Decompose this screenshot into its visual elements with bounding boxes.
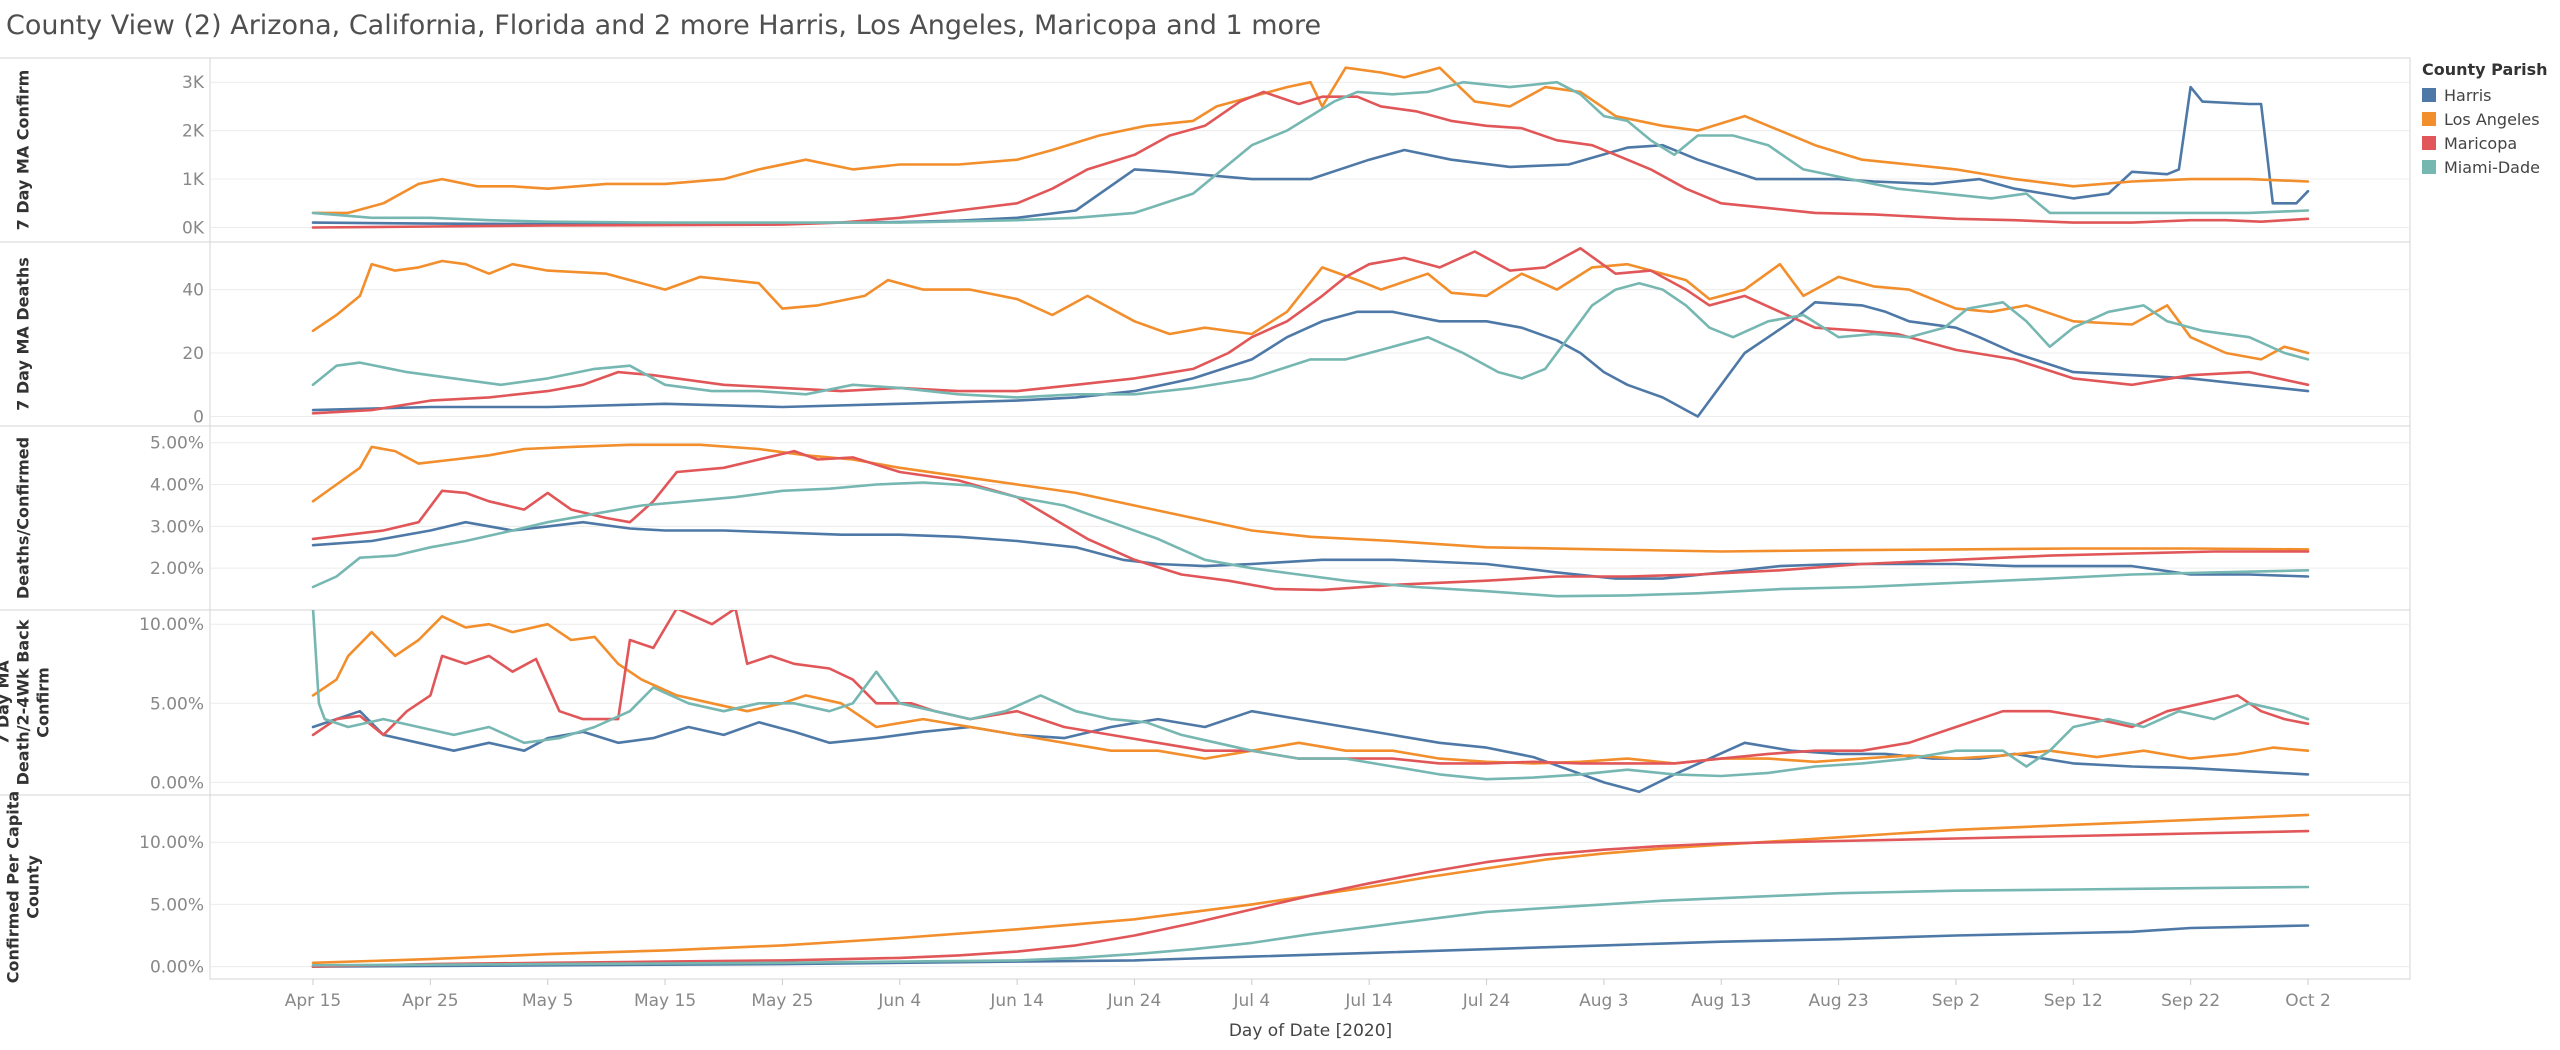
- series-line-maricopa[interactable]: [311, 608, 2310, 765]
- y-axis-title: 7 Day MA: [0, 660, 13, 745]
- panel-lines: [311, 247, 2310, 418]
- y-tick-label: 10.00%: [139, 615, 204, 635]
- x-tick-label: Sep 2: [1932, 991, 1980, 1011]
- legend-swatch: [2422, 88, 2436, 102]
- chart-border: [209, 57, 2411, 980]
- series-line-harris[interactable]: [311, 85, 2310, 226]
- x-tick-label: Jul 14: [1344, 991, 1393, 1011]
- legend-item-miami-dade[interactable]: Miami-Dade: [2422, 155, 2548, 179]
- y-tick-label: 1K: [182, 170, 205, 190]
- series-line-maricopa[interactable]: [311, 829, 2310, 968]
- legend-item-maricopa[interactable]: Maricopa: [2422, 131, 2548, 155]
- legend-label: Harris: [2444, 85, 2492, 105]
- series-line-maricopa[interactable]: [311, 90, 2310, 229]
- y-tick-label: 2.00%: [150, 559, 204, 579]
- x-tick-label: May 15: [634, 991, 696, 1011]
- y-tick-label: 3.00%: [150, 517, 204, 537]
- panel-lines: [311, 443, 2310, 598]
- legend-swatch: [2422, 136, 2436, 150]
- y-axis-title: 7 Day MA Confirm: [14, 70, 33, 231]
- y-axis-title: County: [24, 855, 43, 919]
- y-tick-label: 3K: [182, 73, 205, 93]
- x-tick-label: Sep 12: [2044, 991, 2103, 1011]
- legend-label: Maricopa: [2444, 133, 2518, 153]
- page-title: County View (2) Arizona, California, Flo…: [6, 10, 1322, 41]
- x-tick-label: Apr 15: [285, 991, 341, 1011]
- y-axis-title: Confirm: [34, 667, 53, 738]
- legend-item-los-angeles[interactable]: Los Angeles: [2422, 107, 2548, 131]
- series-line-maricopa[interactable]: [311, 247, 2310, 415]
- legend-swatch: [2422, 160, 2436, 174]
- series-line-harris[interactable]: [311, 924, 2310, 968]
- series-line-los-angeles[interactable]: [311, 813, 2310, 965]
- chart-lines: [311, 66, 2310, 968]
- legend-label: Los Angeles: [2444, 109, 2540, 129]
- x-tick-label: Jun 24: [1107, 991, 1162, 1011]
- x-axis-title: Day of Date [2020]: [1229, 1021, 1392, 1041]
- series-line-miami-dade[interactable]: [311, 80, 2310, 224]
- series-line-maricopa[interactable]: [311, 449, 2310, 592]
- y-tick-label: 0.00%: [150, 958, 204, 978]
- y-tick-label: 4.00%: [150, 476, 204, 496]
- y-axis-title: Confirmed Per Capita: [4, 791, 23, 983]
- y-axis-title: Deaths/Confirmed: [14, 437, 33, 599]
- legend-item-harris[interactable]: Harris: [2422, 83, 2548, 107]
- x-tick-label: Oct 2: [2285, 991, 2331, 1011]
- x-tick-label: Aug 3: [1579, 991, 1628, 1011]
- legend-swatch: [2422, 112, 2436, 126]
- y-tick-label: 5.00%: [150, 895, 204, 915]
- series-line-los-angeles[interactable]: [311, 66, 2310, 215]
- y-tick-label: 40: [182, 281, 204, 301]
- y-tick-label: 5.00%: [150, 434, 204, 454]
- x-tick-label: Aug 13: [1691, 991, 1751, 1011]
- x-tick-label: Jul 4: [1232, 991, 1270, 1011]
- y-tick-label: 10.00%: [139, 833, 204, 853]
- series-line-los-angeles[interactable]: [311, 443, 2310, 553]
- x-tick-label: May 5: [522, 991, 573, 1011]
- x-tick-label: Apr 25: [402, 991, 458, 1011]
- x-tick-label: Jul 24: [1462, 991, 1511, 1011]
- y-tick-label: 0: [193, 407, 204, 427]
- panel-lines: [311, 813, 2310, 968]
- x-tick-label: Aug 23: [1808, 991, 1868, 1011]
- series-line-harris[interactable]: [311, 709, 2310, 794]
- y-tick-label: 0K: [182, 218, 205, 238]
- x-tick-label: May 25: [751, 991, 813, 1011]
- panel-lines: [311, 66, 2310, 229]
- series-line-miami-dade[interactable]: [311, 608, 2310, 781]
- x-tick-label: Jun 4: [877, 991, 921, 1011]
- chart-frame: [0, 57, 2411, 980]
- legend-label: Miami-Dade: [2444, 157, 2540, 177]
- y-axis-title: 7 Day MA Deaths: [14, 257, 33, 411]
- y-tick-label: 0.00%: [150, 773, 204, 793]
- series-line-miami-dade[interactable]: [311, 281, 2310, 399]
- y-tick-label: 2K: [182, 122, 205, 142]
- series-line-harris[interactable]: [311, 301, 2310, 418]
- x-tick-label: Sep 22: [2161, 991, 2220, 1011]
- legend-title: County Parish: [2422, 60, 2548, 79]
- y-tick-label: 5.00%: [150, 694, 204, 714]
- series-line-harris[interactable]: [311, 520, 2310, 580]
- legend: County Parish Harris Los Angeles Maricop…: [2422, 60, 2548, 179]
- panel-lines: [311, 608, 2310, 794]
- series-line-los-angeles[interactable]: [311, 259, 2310, 361]
- y-tick-label: 20: [182, 344, 204, 364]
- series-line-miami-dade[interactable]: [311, 481, 2310, 598]
- x-tick-label: Jun 14: [989, 991, 1044, 1011]
- series-line-miami-dade[interactable]: [311, 885, 2310, 967]
- y-axis-title: Death/2-4Wk Back: [14, 619, 33, 785]
